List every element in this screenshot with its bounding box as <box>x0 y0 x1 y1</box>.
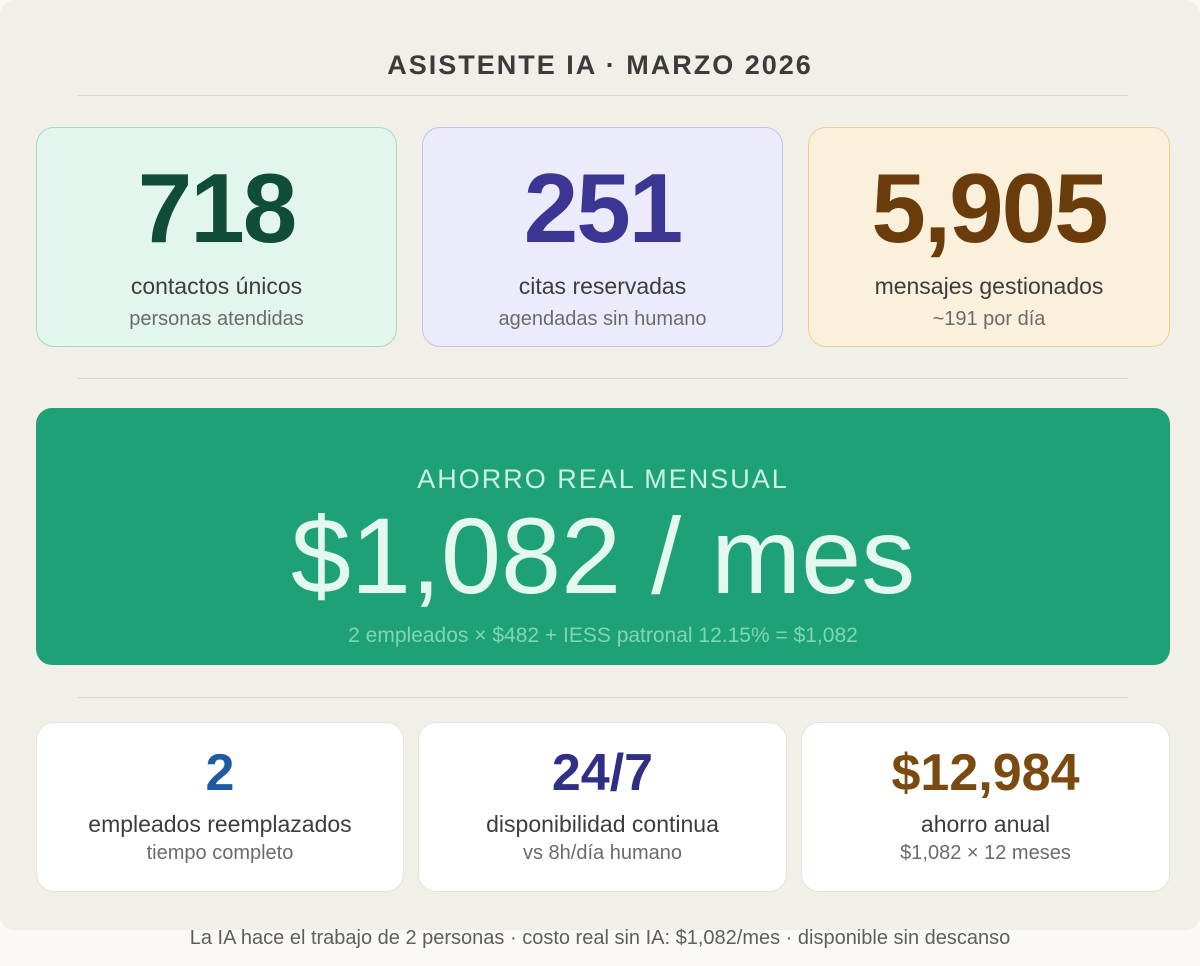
dashboard-panel: ASISTENTE IA · MARZO 2026 718 contactos … <box>0 0 1200 930</box>
footer-note: La IA hace el trabajo de 2 personas · co… <box>189 927 1011 949</box>
savings-formula: 2 empleados × $482 + IESS patronal 12.15… <box>348 624 858 647</box>
divider-top <box>78 95 1128 96</box>
metric-card-appointments: 251 citas reservadas agendadas sin human… <box>422 127 783 347</box>
metric-label: citas reservadas <box>518 273 687 299</box>
metric-sublabel: ~191 por día <box>932 308 1046 330</box>
metric-sublabel: personas atendidas <box>129 308 304 330</box>
metric-sublabel: vs 8h/día humano <box>523 842 682 864</box>
metric-label: disponibilidad continua <box>486 811 719 837</box>
metric-sublabel: tiempo completo <box>146 842 294 864</box>
page-title: ASISTENTE IA · MARZO 2026 <box>387 50 813 80</box>
metric-label: contactos únicos <box>130 273 303 299</box>
metric-value: 718 <box>137 153 298 263</box>
metric-label: mensajes gestionados <box>874 273 1104 299</box>
divider-bottom <box>78 697 1128 698</box>
metric-card-availability: 24/7 disponibilidad continua vs 8h/día h… <box>418 722 787 892</box>
metric-sublabel: $1,082 × 12 meses <box>900 842 1071 864</box>
savings-hero: AHORRO REAL MENSUAL $1,082 / mes 2 emple… <box>36 408 1170 665</box>
metric-value: 2 <box>205 744 235 802</box>
metric-value: 251 <box>523 153 684 263</box>
metric-card-annual-savings: $12,984 ahorro anual $1,082 × 12 meses <box>801 722 1170 892</box>
divider-middle <box>78 378 1128 379</box>
metric-card-messages: 5,905 mensajes gestionados ~191 por día <box>808 127 1170 347</box>
savings-eyebrow: AHORRO REAL MENSUAL <box>417 464 789 494</box>
metric-value: $12,984 <box>891 744 1080 802</box>
metric-label: ahorro anual <box>920 811 1051 837</box>
metric-sublabel: agendadas sin humano <box>498 308 707 330</box>
metric-label: empleados reemplazados <box>88 811 352 837</box>
metric-value: 5,905 <box>871 153 1108 263</box>
savings-value: $1,082 / mes <box>290 495 916 616</box>
metric-value: 24/7 <box>551 744 654 802</box>
metric-card-employees: 2 empleados reemplazados tiempo completo <box>36 722 404 892</box>
metric-card-contacts: 718 contactos únicos personas atendidas <box>36 127 397 347</box>
